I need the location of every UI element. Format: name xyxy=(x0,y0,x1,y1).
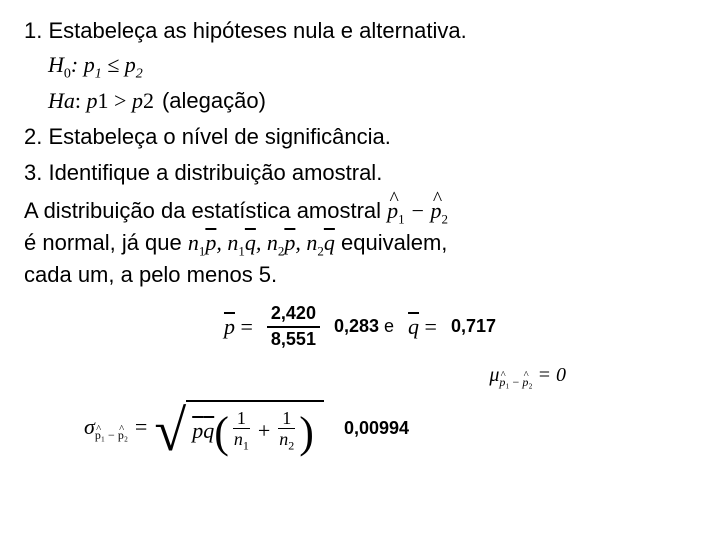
ha-sub: a xyxy=(64,88,75,113)
frac-1-n2: 1n2 xyxy=(278,409,295,453)
sigma-equation-row: σp₁ − p₂ = √ pq ( 1n1 + 1n2 ) 0,00994 xyxy=(84,400,696,458)
para-t2: é normal, já que xyxy=(24,230,188,255)
pbar-denominator: 8,551 xyxy=(271,328,316,350)
h0-var: H xyxy=(48,52,64,77)
sqrt-expression: √ pq ( 1n1 + 1n2 ) xyxy=(154,400,324,458)
step-2: 2. Estabeleça o nível de significância. xyxy=(24,124,696,150)
para-t3: equivalem, xyxy=(341,230,447,255)
phat-diff: p1 − p2 xyxy=(387,198,448,223)
mu-equation: μp₁ − p₂ = 0 xyxy=(24,364,696,390)
ha-var: H xyxy=(48,88,64,113)
pbar-numerator: 2,420 xyxy=(267,304,320,328)
distribution-paragraph: A distribuição da estatística amostral p… xyxy=(24,196,696,290)
hypothesis-h0: H0: p1 ≤ p2 xyxy=(48,52,696,82)
radical-icon: √ xyxy=(154,402,186,460)
sigma-lhs: σp₁ − p₂ = xyxy=(84,414,148,443)
pbar-fraction: 2,420 8,551 xyxy=(267,304,320,350)
hypothesis-ha: Ha: p1 > p2 xyxy=(48,88,154,114)
para-t4: cada um, a pelo menos 5. xyxy=(24,262,277,287)
h0-sub: 0 xyxy=(64,66,71,81)
qbar-lhs: q = xyxy=(408,314,437,340)
claim-label: (alegação) xyxy=(162,88,266,114)
mu-rhs: = 0 xyxy=(533,364,567,386)
h0-rel: : p1 ≤ p2 xyxy=(71,52,143,77)
frac-1-n1: 1n1 xyxy=(233,409,250,453)
sigma-value: 0,00994 xyxy=(344,418,409,439)
pbar-value: 0,283 e xyxy=(334,316,394,337)
ha-rel: : p1 > p2 xyxy=(75,88,154,113)
step-1: 1. Estabeleça as hipóteses nula e altern… xyxy=(24,18,696,44)
npq-terms: n1p, n1q, n2p, n2q xyxy=(188,230,335,255)
pbar-lhs: p = xyxy=(224,314,253,340)
para-t1: A distribuição da estatística amostral xyxy=(24,198,387,223)
pbar-equation-row: p = 2,420 8,551 0,283 e q = 0,717 xyxy=(24,304,696,350)
step-3: 3. Identifique a distribuição amostral. xyxy=(24,160,696,186)
qbar-value: 0,717 xyxy=(451,316,496,337)
hypothesis-ha-row: Ha: p1 > p2 (alegação) xyxy=(48,88,696,114)
radicand: pq ( 1n1 + 1n2 ) xyxy=(186,400,324,458)
